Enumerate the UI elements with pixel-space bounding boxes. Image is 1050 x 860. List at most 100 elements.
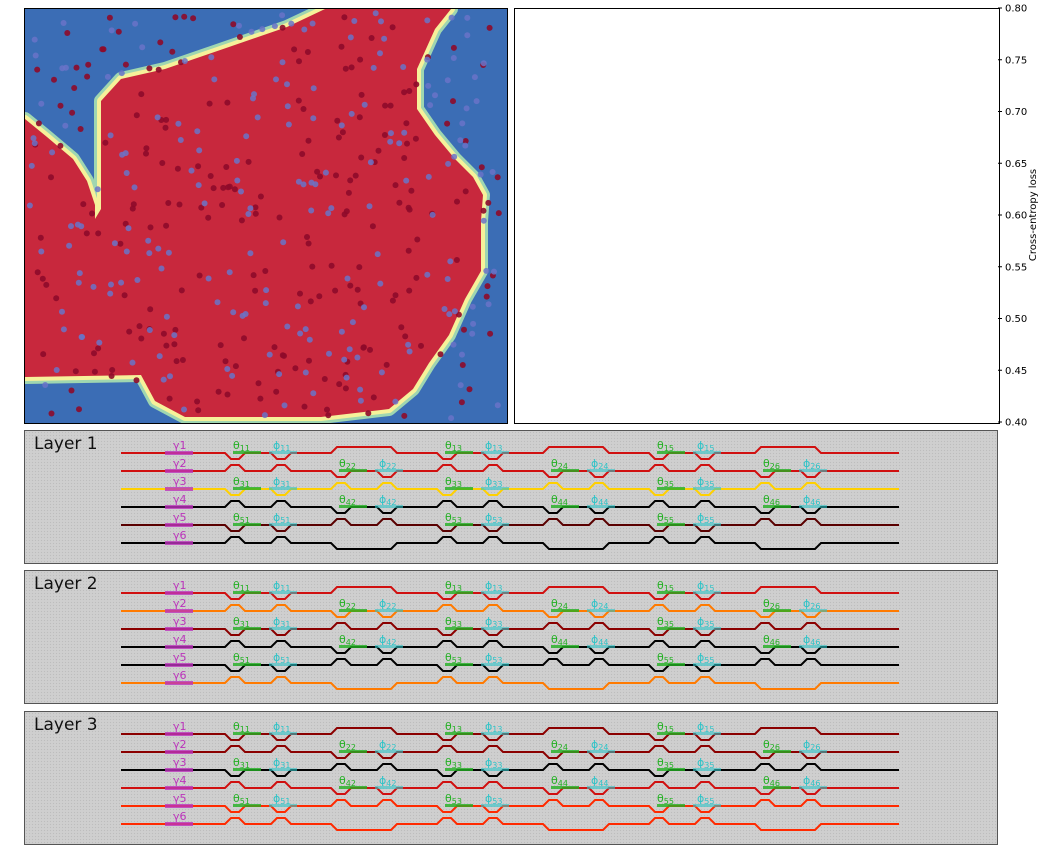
blue-point	[214, 299, 221, 306]
phi-label: ϕ13	[485, 720, 502, 734]
gamma-label: γ5	[173, 651, 187, 664]
red-point	[69, 109, 76, 116]
phi-shifter	[799, 645, 827, 648]
blue-point	[248, 28, 255, 35]
blue-point	[208, 54, 215, 61]
red-point	[222, 358, 229, 365]
red-point	[276, 214, 283, 221]
blue-point	[263, 287, 270, 294]
phi-label: ϕ33	[485, 756, 502, 770]
loss-tick-label: 0.55	[1005, 262, 1027, 273]
red-point	[279, 24, 286, 31]
red-point	[262, 268, 269, 274]
blue-point	[30, 135, 37, 142]
phi-label: ϕ24	[591, 597, 608, 611]
theta-label: θ42	[339, 774, 356, 788]
red-point	[348, 64, 355, 71]
red-point	[317, 173, 323, 180]
theta-shifter	[233, 663, 261, 666]
layer-3-title: Layer 3	[34, 715, 98, 735]
blue-point	[464, 14, 471, 21]
red-point	[174, 165, 181, 172]
blue-point	[108, 281, 114, 288]
phi-shifter	[693, 732, 721, 735]
blue-point	[279, 59, 286, 66]
phi-label: ϕ15	[697, 579, 714, 593]
gamma-label: γ1	[173, 579, 187, 592]
theta-label: θ51	[233, 792, 250, 806]
layer-2-panel: Layer 2 γ1 γ2 γ3 γ4 γ5 γ6 θ11 θ31 θ51 θ22 θ42 θ13 θ3…	[24, 570, 998, 704]
gamma-shifter	[165, 609, 193, 613]
phi-label: ϕ35	[697, 756, 714, 770]
phi-label: ϕ44	[591, 493, 608, 507]
red-point	[295, 97, 302, 104]
red-point	[163, 342, 170, 349]
theta-shifter	[657, 732, 685, 735]
blue-point	[378, 18, 384, 25]
waveguide-wire	[121, 817, 899, 831]
blue-point	[427, 102, 434, 109]
phi-shifter	[481, 732, 509, 735]
theta-shifter	[551, 645, 579, 648]
blue-point	[125, 225, 132, 232]
theta-shifter	[551, 469, 579, 472]
blue-point	[238, 188, 244, 195]
theta-label: θ46	[763, 493, 780, 507]
red-point	[462, 188, 469, 195]
red-point	[381, 132, 388, 138]
red-point	[316, 293, 323, 300]
phi-label: ϕ42	[379, 633, 396, 647]
red-point	[300, 106, 307, 112]
blue-point	[78, 334, 85, 340]
phi-shifter	[269, 523, 297, 526]
red-point	[232, 363, 239, 370]
phi-shifter	[375, 786, 403, 789]
red-point	[458, 399, 465, 406]
gamma-label: γ1	[173, 720, 187, 733]
gamma-shifter	[165, 732, 193, 736]
phi-shifter	[587, 750, 615, 753]
gamma-shifter	[165, 591, 193, 595]
blue-point	[451, 308, 458, 315]
blue-point	[129, 359, 136, 366]
blue-point	[26, 202, 33, 209]
blue-point	[424, 17, 431, 24]
theta-label: θ31	[233, 475, 250, 489]
red-point	[106, 14, 113, 21]
blue-point	[226, 269, 233, 276]
red-point	[162, 124, 169, 131]
theta-shifter	[233, 732, 261, 735]
blue-point	[49, 149, 56, 156]
gamma-shifter	[165, 822, 193, 826]
blue-point	[480, 60, 487, 67]
red-point	[365, 410, 372, 417]
red-point	[84, 73, 91, 80]
red-point	[402, 333, 409, 340]
theta-shifter	[233, 804, 261, 807]
gamma-label: γ3	[173, 615, 187, 628]
red-point	[166, 395, 173, 402]
red-point	[89, 210, 95, 217]
gamma-label: γ4	[173, 774, 187, 787]
phi-label: ϕ13	[485, 439, 502, 453]
red-point	[147, 306, 154, 313]
blue-point	[378, 369, 385, 376]
phi-shifter	[587, 469, 615, 472]
theta-label: θ26	[763, 597, 780, 611]
red-point	[357, 56, 364, 63]
red-point	[306, 357, 312, 364]
layer-2-mesh: γ1 γ2 γ3 γ4 γ5 γ6 θ11 θ31 θ51 θ22 θ42 θ13 θ33 θ53 θ24 θ…	[121, 579, 899, 690]
red-point	[291, 46, 298, 53]
blue-point	[370, 64, 377, 71]
theta-label: θ46	[763, 633, 780, 647]
red-point	[454, 198, 460, 205]
waveguide-wire	[121, 640, 899, 654]
red-point	[51, 76, 57, 83]
blue-point	[377, 50, 383, 57]
red-point	[494, 174, 501, 181]
waveguide-wire	[121, 658, 899, 672]
loss-tick-label: 0.75	[1005, 55, 1027, 66]
blue-point	[31, 140, 38, 147]
theta-label: θ42	[339, 633, 356, 647]
phi-label: ϕ22	[379, 457, 396, 471]
